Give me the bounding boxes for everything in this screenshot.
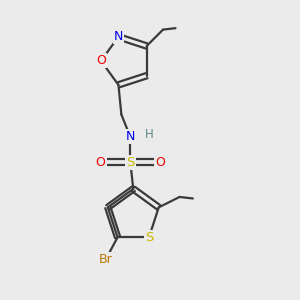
Text: H: H bbox=[145, 128, 154, 141]
Text: O: O bbox=[155, 156, 165, 169]
Text: O: O bbox=[96, 54, 106, 67]
Text: S: S bbox=[145, 231, 153, 244]
Text: O: O bbox=[96, 156, 106, 169]
Text: Br: Br bbox=[99, 253, 112, 266]
Text: S: S bbox=[126, 156, 134, 169]
Text: N: N bbox=[126, 130, 135, 143]
Text: N: N bbox=[114, 30, 123, 43]
